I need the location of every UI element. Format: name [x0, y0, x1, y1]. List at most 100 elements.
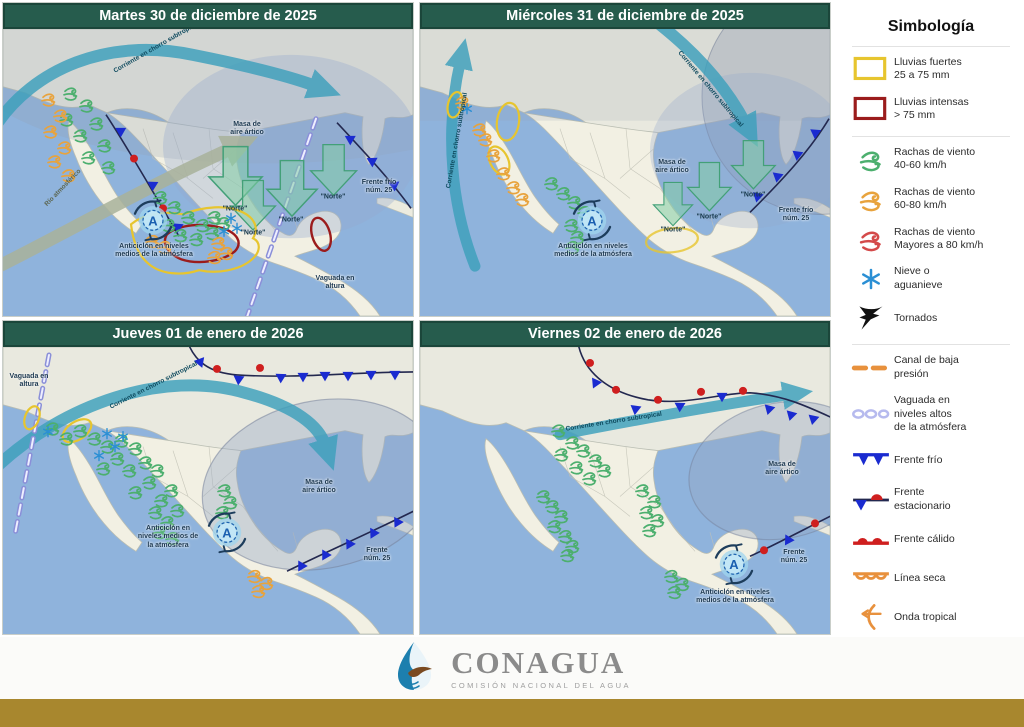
tornado-icon	[848, 305, 894, 331]
legend-divider	[852, 135, 1010, 137]
intense-rain-area	[309, 216, 333, 252]
stationary-front-line	[105, 114, 180, 237]
anticyclone-label: Anticiclón en niveles medios de la atmós…	[696, 589, 774, 605]
norte-label: "Norte"	[241, 229, 266, 236]
panel-title: Martes 30 de diciembre de 2025	[3, 3, 413, 29]
warm-front-dot	[697, 387, 705, 396]
stationary-front-icon	[848, 487, 894, 513]
footer: CONAGUA COMISIÓN NACIONAL DEL AGUA	[0, 637, 1024, 699]
warm-front-dot	[811, 519, 819, 528]
heavy-rain-area	[645, 226, 699, 254]
high-pressure-letter: A	[587, 213, 597, 228]
legend-item-tropical-wave: Onda tropical	[848, 604, 1014, 631]
warm-front-dot	[612, 385, 620, 394]
arctic-mass-label: Masa de aire ártico	[765, 461, 799, 477]
tropical-wave-icon	[848, 604, 894, 631]
brand-name: CONAGUA	[451, 644, 626, 680]
panel-tuesday-dec-30: Martes 30 de diciembre de 2025	[2, 2, 414, 317]
panel-thursday-jan-01: Jueves 01 de enero de 2026	[2, 320, 414, 635]
high-pressure-letter: A	[222, 525, 232, 540]
arctic-mass-label: Masa de aire ártico	[302, 479, 336, 495]
warm-front-dot	[130, 154, 138, 163]
gold-footer-bar	[0, 699, 1024, 727]
legend-item-intense-rain: Lluvias intensas > 75 mm	[848, 96, 1014, 123]
norte-label: "Norte"	[741, 191, 766, 198]
anticyclone-label: Anticiclón en niveles medios de la atmós…	[115, 243, 193, 259]
legend-divider	[852, 46, 1010, 47]
norte-label: "Norte"	[697, 213, 722, 220]
warm-front-icon	[848, 526, 894, 552]
warm-front-dot	[760, 546, 768, 555]
trough-line-inner	[246, 117, 317, 316]
legend-title: Simbología	[887, 18, 975, 35]
dry-line-icon	[848, 565, 894, 591]
conagua-logo-icon	[393, 640, 439, 697]
map-graphic: A Corriente en chorro subtropical	[3, 347, 413, 634]
wind-gust-80-icon	[848, 226, 894, 252]
trough-label: Vaguada en altura	[9, 373, 49, 389]
panel-friday-jan-02: Viernes 02 de enero de 2026	[419, 320, 831, 635]
jet-stream-arrow	[554, 381, 814, 441]
panel-title: Jueves 01 de enero de 2026	[3, 321, 413, 347]
cold-front-icon	[848, 447, 894, 473]
weather-map-thursday: A Corriente en chorro subtropical Vaguad…	[3, 347, 413, 634]
jet-stream-arrow	[3, 379, 338, 471]
arctic-air-mass	[688, 400, 830, 541]
snow-icon	[848, 266, 894, 292]
high-pressure-letter: A	[148, 213, 158, 228]
front-label: Frente núm. 25	[363, 547, 391, 563]
high-pressure-letter: A	[729, 557, 739, 572]
heavy-rain-area	[495, 101, 521, 142]
weather-map-tuesday: A "Norte" "Norte" "Norte" "Norte" Corrie…	[3, 29, 413, 316]
anticyclone-label: Anticiclón en niveles medios de la atmós…	[137, 525, 199, 549]
map-graphic: A "Norte" "Norte" "Norte" Corriente en c…	[420, 29, 830, 316]
jet-stream-arrow	[655, 29, 758, 147]
upper-trough-icon	[848, 401, 894, 427]
legend-item-tornado: Tornados	[848, 305, 1014, 331]
norte-label: "Norte"	[321, 193, 346, 200]
norte-label: "Norte"	[223, 205, 248, 212]
front-label: Frente núm. 25	[780, 549, 808, 565]
cold-front-line	[749, 118, 830, 213]
trough-line-inner	[14, 353, 50, 536]
legend-item-dry-line: Línea seca	[848, 565, 1014, 591]
arctic-air-tint	[420, 29, 830, 121]
norte-label: "Norte"	[279, 216, 304, 223]
wind-gust-60-icon	[848, 186, 894, 212]
panel-title: Miércoles 31 de diciembre de 2025	[420, 3, 830, 29]
legend-item-wind-80: Rachas de viento Mayores a 80 km/h	[848, 226, 1014, 253]
legend-item-upper-trough: Vaguada en niveles altos de la atmósfera	[848, 394, 1014, 434]
map-graphic: A Corriente en chorro subtropical	[420, 347, 830, 634]
cold-front-line	[336, 122, 412, 209]
weather-map-friday: A Corriente en chorro subtropical Masa d…	[420, 347, 830, 634]
warm-front-dot	[739, 386, 747, 395]
heavy-rain-area	[23, 405, 41, 431]
anticyclone-label: Anticiclón en niveles medios de la atmós…	[554, 243, 632, 259]
legend-item-warm-front: Frente cálido	[848, 526, 1014, 552]
brand-subtitle: COMISIÓN NACIONAL DEL AGUA	[451, 680, 631, 690]
cold-front-label: Frente frío núm. 25	[778, 207, 814, 223]
jet-stream-arrow	[3, 43, 341, 126]
legend-item-wind-60: Rachas de viento 60-80 km/h	[848, 186, 1014, 213]
legend-item-wind-40: Rachas de viento 40-60 km/h	[848, 146, 1014, 173]
norte-label: "Norte"	[661, 226, 686, 233]
legend-divider	[852, 344, 1010, 346]
warm-front-dot	[256, 363, 264, 372]
atmospheric-river-arrow	[3, 135, 259, 272]
legend-item-cold-front: Frente frío	[848, 447, 1014, 473]
arctic-mass-label: Masa de aire ártico	[655, 159, 689, 175]
warm-front-dot	[213, 364, 221, 373]
warm-front-dot	[654, 395, 662, 404]
heavy-rain-area	[446, 90, 464, 119]
heavy-rain-icon	[848, 56, 894, 82]
legend-item-heavy-rain: Lluvias fuertes 25 a 75 mm	[848, 56, 1014, 83]
legend-item-stationary-front: Frente estacionario	[848, 486, 1014, 513]
weather-map-wednesday: A "Norte" "Norte" "Norte" Corriente en c…	[420, 29, 830, 316]
wind-gust-40-icon	[848, 146, 894, 172]
arctic-mass-label: Masa de aire ártico	[230, 121, 264, 137]
panel-wednesday-dec-31: Miércoles 31 de diciembre de 2025	[419, 2, 831, 317]
arctic-air-tint	[3, 29, 413, 164]
stationary-front-line	[578, 347, 830, 418]
legend-item-snow: Nieve o aguanieve	[848, 265, 1014, 292]
